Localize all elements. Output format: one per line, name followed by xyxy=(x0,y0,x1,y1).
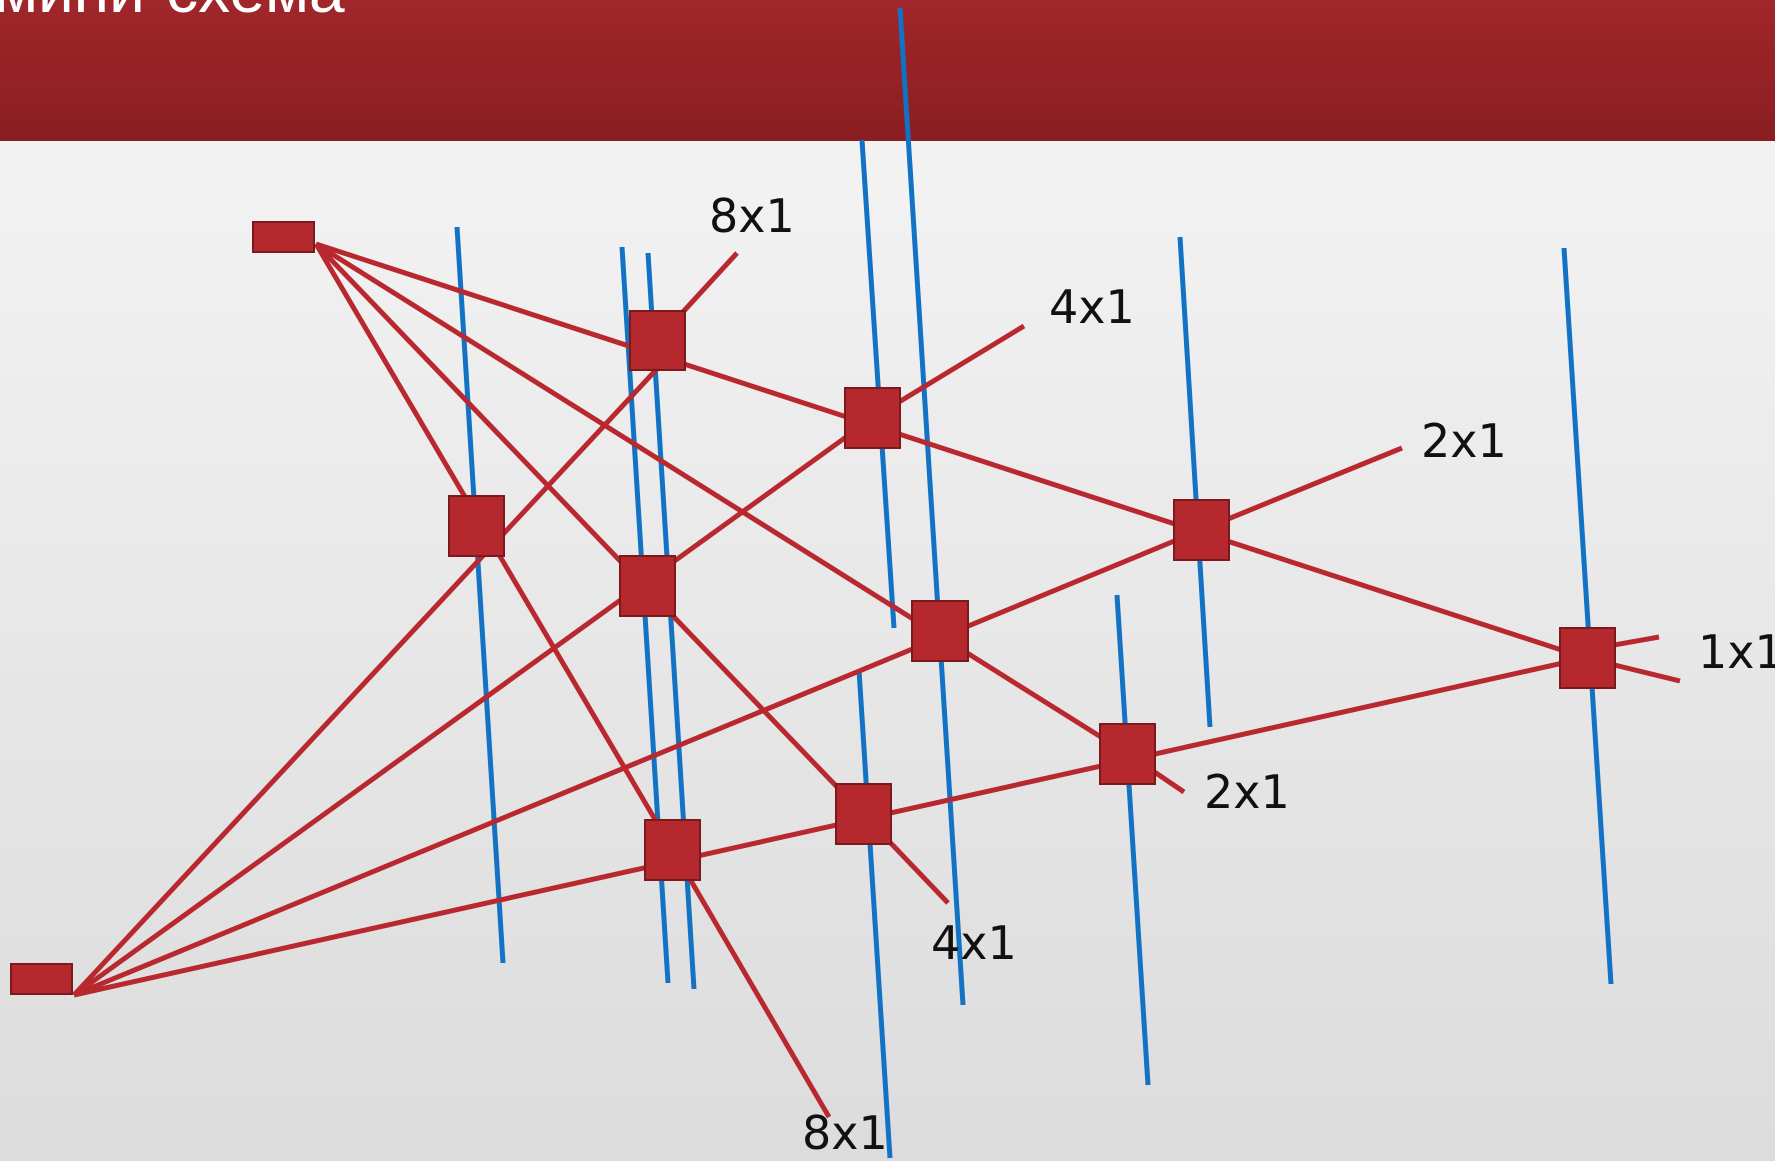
connection-line xyxy=(72,416,873,998)
stage-line xyxy=(1561,247,1614,985)
label-8x1-bottom: 8x1 xyxy=(802,1106,888,1160)
switch-node xyxy=(1559,627,1616,689)
connection-line xyxy=(73,654,1591,998)
slide-title: мини-схема xyxy=(0,0,345,22)
switch-node xyxy=(619,555,676,617)
stage-line xyxy=(859,139,897,629)
switch-node xyxy=(835,783,892,845)
connection-line xyxy=(314,241,1130,757)
switch-node xyxy=(1173,499,1230,561)
connection-line xyxy=(314,242,865,816)
output-stub xyxy=(670,848,832,1119)
connection-line xyxy=(315,241,1587,661)
label-2x1-bottom: 2x1 xyxy=(1204,765,1290,819)
sources xyxy=(10,221,315,995)
label-8x1-top: 8x1 xyxy=(709,189,795,243)
switch-node xyxy=(629,310,686,371)
connection-line xyxy=(73,527,1202,998)
nodes xyxy=(448,310,1616,881)
output-stub xyxy=(1200,445,1403,533)
label-4x1-top: 4x1 xyxy=(1049,280,1135,334)
switch-node xyxy=(644,819,701,881)
stage-line xyxy=(856,669,893,1159)
label-4x1-bottom: 4x1 xyxy=(931,916,1017,970)
switch-node xyxy=(448,495,505,557)
switch-node xyxy=(911,600,969,662)
connection-line xyxy=(72,340,684,997)
title-bar: мини-схема xyxy=(0,0,1775,141)
source-terminal-top xyxy=(252,221,315,253)
stage-line xyxy=(454,226,506,964)
switch-node xyxy=(1099,723,1156,785)
label-2x1-top: 2x1 xyxy=(1421,414,1507,468)
stage-labels: 8x1 4x1 2x1 1x1 2x1 4x1 8x1 xyxy=(709,189,1775,1160)
stage-line xyxy=(1177,236,1213,728)
switch-node xyxy=(844,387,901,449)
source-terminal-bottom xyxy=(10,963,73,995)
output-stub xyxy=(680,251,739,315)
stage-line xyxy=(897,7,966,1006)
label-1x1-right: 1x1 xyxy=(1698,625,1775,679)
stage-line xyxy=(1114,594,1151,1086)
